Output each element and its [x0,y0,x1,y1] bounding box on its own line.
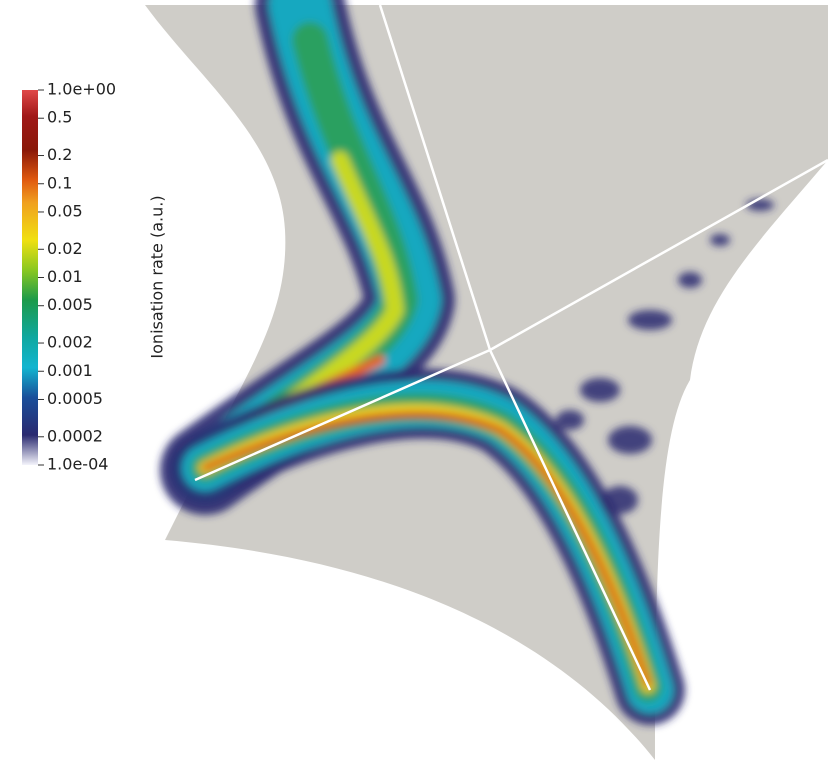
tick-label: 0.5 [47,108,72,127]
tick-label: 0.001 [47,361,93,380]
tick-label: 0.0002 [47,426,103,445]
tick-label: 1.0e-04 [47,455,108,474]
colorbar-title: Ionisation rate (a.u.) [148,195,167,358]
tick-label: 0.1 [47,173,72,192]
tick-label: 0.05 [47,201,83,220]
color-scale [22,90,38,465]
tick-label: 1.0e+00 [47,80,116,99]
tick-label: 0.2 [47,145,72,164]
tick-label: 0.005 [47,295,93,314]
tick-label: 0.002 [47,333,93,352]
domain [145,0,828,760]
tick-label: 0.01 [47,267,83,286]
tick-label: 0.02 [47,239,83,258]
tick-label: 0.0005 [47,389,103,408]
